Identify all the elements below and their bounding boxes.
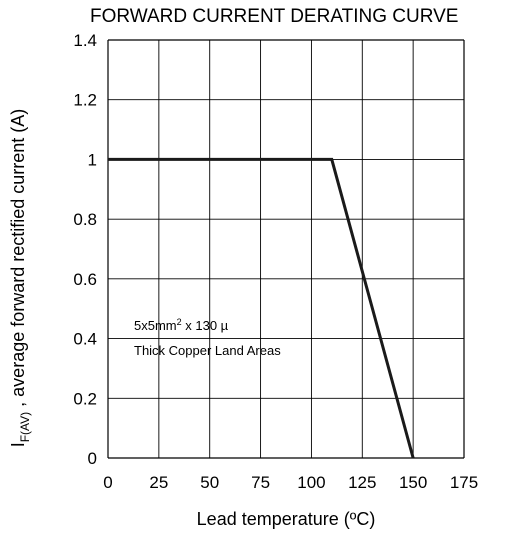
- annotation-line-2: Thick Copper Land Areas: [134, 343, 281, 358]
- y-tick-label: 1.4: [73, 31, 97, 50]
- x-tick-labels: 0 25 50 75 100 125 150 175: [103, 473, 478, 492]
- x-tick-label: 25: [149, 473, 168, 492]
- chart-title: FORWARD CURRENT DERATING CURVE: [90, 6, 458, 27]
- y-tick-label: 1.2: [73, 91, 97, 110]
- series-line-0: [108, 157, 415, 459]
- y-tick-label: 0.6: [73, 270, 97, 289]
- grid: [107, 39, 465, 459]
- y-tick-labels: 0 0.2 0.4 0.6 0.8 1 1.2 1.4: [73, 31, 97, 468]
- y-tick-label: 0.2: [73, 389, 97, 408]
- y-axis-label: IF(AV) , average forward rectified curre…: [8, 109, 32, 448]
- x-tick-label: 0: [103, 473, 112, 492]
- x-tick-label: 75: [251, 473, 270, 492]
- y-tick-label: 0.8: [73, 210, 97, 229]
- x-tick-label: 125: [348, 473, 376, 492]
- y-tick-label: 1: [88, 150, 97, 169]
- y-tick-label: 0.4: [73, 330, 97, 349]
- x-tick-label: 100: [297, 473, 325, 492]
- x-tick-label: 175: [450, 473, 478, 492]
- x-axis-label: Lead temperature (ºC): [197, 509, 376, 529]
- annotation-line-1: 5x5mm2 x 130 µ: [134, 317, 229, 333]
- x-tick-label: 50: [200, 473, 219, 492]
- series-group: [108, 157, 415, 459]
- x-tick-label: 150: [399, 473, 427, 492]
- y-tick-label: 0: [88, 449, 97, 468]
